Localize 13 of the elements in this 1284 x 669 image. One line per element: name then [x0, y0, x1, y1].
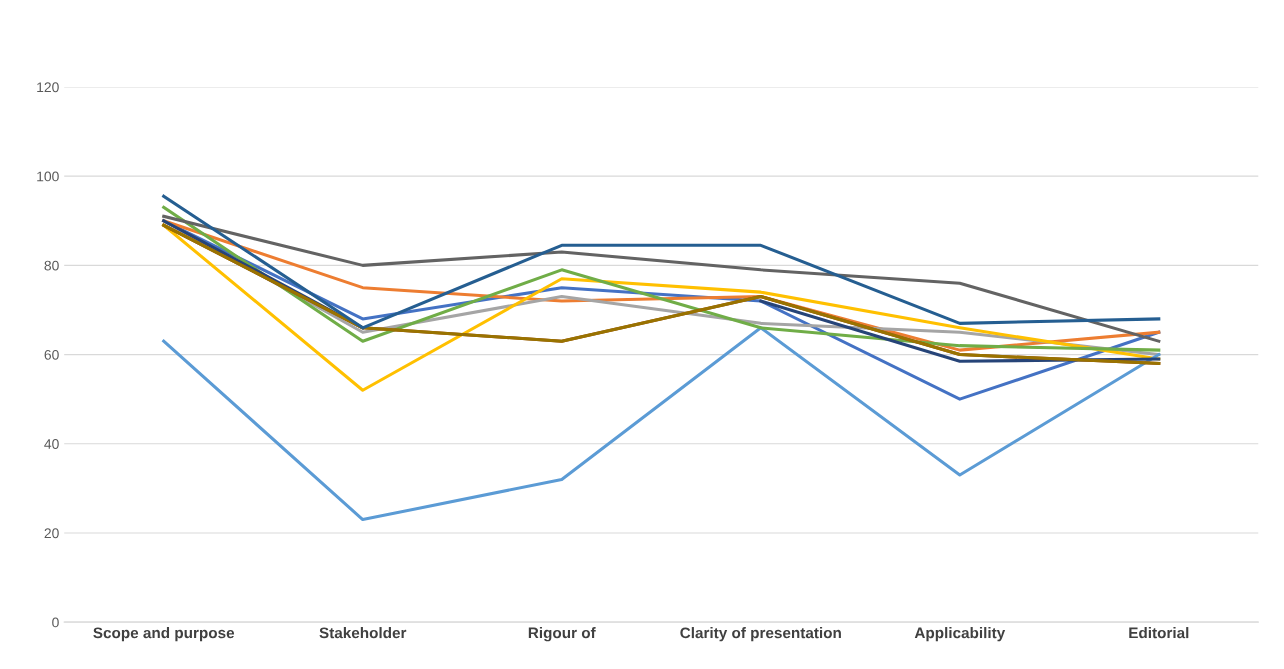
x-tick-label: Applicability: [914, 627, 1006, 642]
y-tick-label: 0: [52, 617, 59, 628]
y-tick-label: 80: [44, 260, 59, 271]
x-tick-label: Stakeholder: [319, 627, 407, 639]
y-tick-label: 40: [44, 439, 59, 449]
x-tick-label: Clarity of presentation: [680, 627, 841, 642]
x-tick-label: Rigour of: [528, 627, 596, 642]
y-tick-label: 20: [44, 528, 59, 539]
y-tick-label: 100: [37, 171, 59, 182]
y-tick-label: 60: [44, 349, 59, 360]
x-tick-label: Scope and purpose: [93, 627, 235, 642]
x-tick-label: Editorial: [1129, 627, 1189, 639]
y-tick-label: 120: [37, 82, 59, 93]
